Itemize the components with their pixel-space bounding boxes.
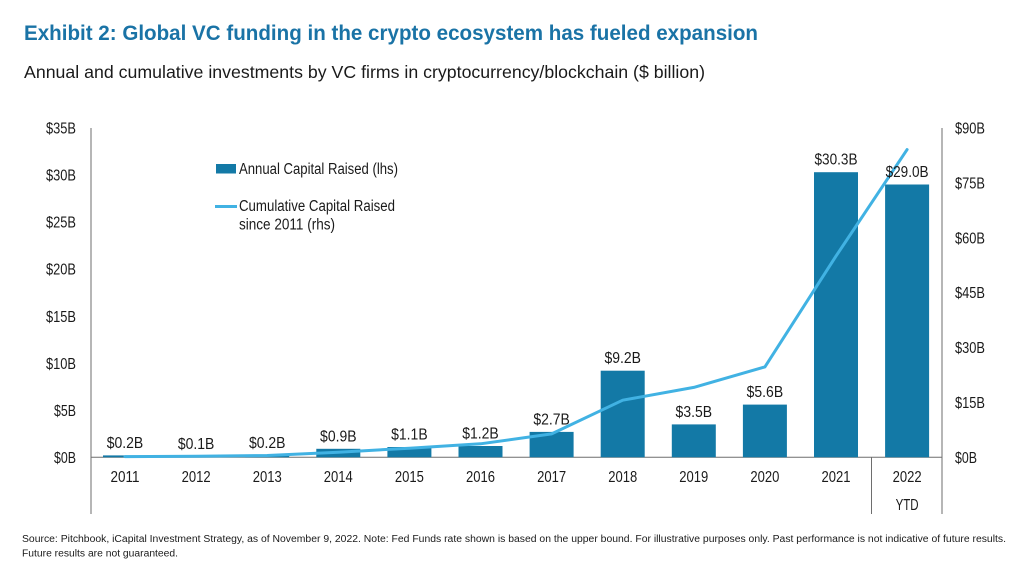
svg-text:Cumulative Capital Raised: Cumulative Capital Raised	[239, 198, 395, 215]
svg-text:$0B: $0B	[955, 450, 977, 467]
svg-text:$0.1B: $0.1B	[178, 436, 215, 453]
svg-text:Future results are not guarant: Future results are not guaranteed.	[22, 548, 178, 559]
svg-text:$2.7B: $2.7B	[533, 411, 570, 428]
svg-text:$30B: $30B	[955, 340, 985, 357]
svg-text:$10B: $10B	[46, 356, 76, 373]
svg-text:$1.1B: $1.1B	[391, 427, 428, 444]
svg-text:$90B: $90B	[955, 121, 985, 138]
svg-text:$15B: $15B	[955, 395, 985, 412]
svg-text:$30.3B: $30.3B	[815, 152, 858, 169]
svg-text:$20B: $20B	[46, 262, 76, 279]
svg-text:2016: 2016	[466, 469, 495, 486]
svg-text:$1.2B: $1.2B	[462, 426, 499, 443]
svg-text:Exhibit 2: Global VC funding i: Exhibit 2: Global VC funding in the cryp…	[24, 21, 758, 45]
svg-text:$0.2B: $0.2B	[249, 435, 286, 452]
svg-text:$0.9B: $0.9B	[320, 428, 357, 445]
svg-text:$30B: $30B	[46, 168, 76, 185]
svg-text:$5.6B: $5.6B	[747, 384, 784, 401]
svg-text:$9.2B: $9.2B	[604, 350, 641, 367]
svg-text:$15B: $15B	[46, 309, 76, 326]
svg-text:2021: 2021	[822, 469, 851, 486]
svg-text:Annual and cumulative investme: Annual and cumulative investments by VC …	[24, 62, 705, 82]
svg-text:$3.5B: $3.5B	[676, 404, 713, 421]
svg-text:2011: 2011	[111, 469, 140, 486]
svg-text:$0B: $0B	[54, 450, 76, 467]
svg-text:$75B: $75B	[955, 176, 985, 193]
svg-text:$5B: $5B	[54, 403, 76, 420]
svg-text:$35B: $35B	[46, 121, 76, 138]
svg-text:2022: 2022	[893, 469, 922, 486]
svg-text:$29.0B: $29.0B	[886, 164, 929, 181]
svg-text:2015: 2015	[395, 469, 424, 486]
svg-text:2018: 2018	[608, 469, 637, 486]
svg-text:$25B: $25B	[46, 215, 76, 232]
svg-text:Source: Pitchbook, iCapital In: Source: Pitchbook, iCapital Investment S…	[22, 534, 1006, 545]
svg-text:Annual Capital Raised (lhs): Annual Capital Raised (lhs)	[239, 161, 398, 178]
svg-text:2020: 2020	[750, 469, 779, 486]
svg-text:$0.2B: $0.2B	[107, 435, 144, 452]
svg-text:2019: 2019	[679, 469, 708, 486]
svg-text:since 2011 (rhs): since 2011 (rhs)	[239, 217, 335, 234]
svg-text:2012: 2012	[182, 469, 211, 486]
svg-text:$60B: $60B	[955, 230, 985, 247]
svg-text:2013: 2013	[253, 469, 282, 486]
svg-text:YTD: YTD	[896, 497, 919, 514]
svg-text:2017: 2017	[537, 469, 566, 486]
svg-text:2014: 2014	[324, 469, 353, 486]
svg-text:$45B: $45B	[955, 285, 985, 302]
